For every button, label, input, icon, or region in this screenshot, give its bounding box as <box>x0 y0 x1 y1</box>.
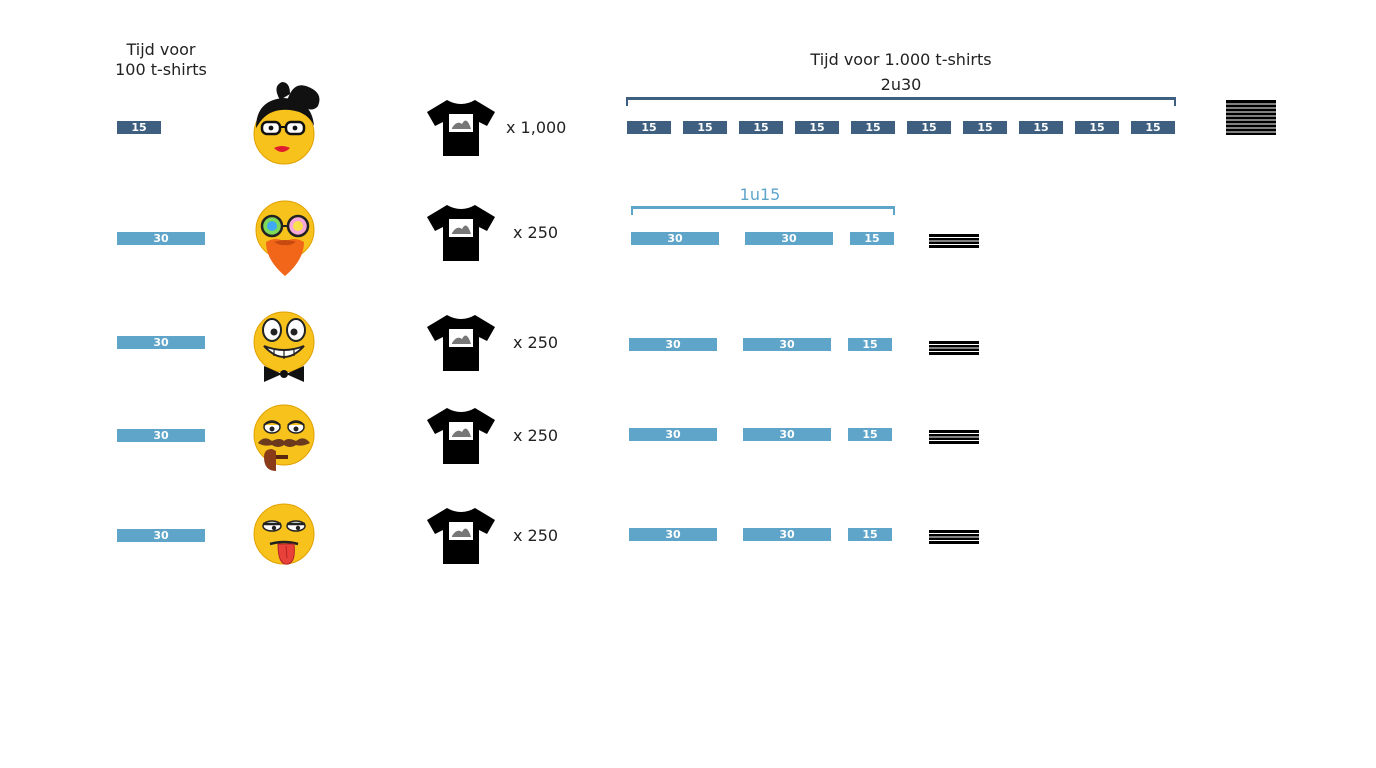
folded-shirts-stack-icon <box>929 530 979 544</box>
segment: 15 <box>848 528 892 541</box>
segment: 15 <box>848 428 892 441</box>
woman-glasses-bow-emoji-icon <box>253 82 320 165</box>
mustache-pipe-emoji-icon <box>253 404 315 471</box>
folded-shirts-stack-icon <box>929 341 979 355</box>
rainbow-glasses-beard-emoji-icon <box>255 200 315 276</box>
segment: 30 <box>743 338 831 351</box>
segment: 30 <box>743 528 831 541</box>
quantity-label: x 250 <box>513 426 559 445</box>
time-bar: 30 <box>117 529 205 542</box>
segment: 30 <box>629 528 717 541</box>
folded-shirts-stack-icon <box>1226 100 1276 135</box>
tshirt-icon <box>427 508 495 564</box>
tshirt-icon <box>427 205 495 261</box>
light-bracket <box>631 206 895 215</box>
segment: 15 <box>627 121 671 134</box>
dark-bracket <box>626 97 1176 106</box>
segment: 15 <box>739 121 783 134</box>
folded-shirts-stack-icon <box>929 430 979 444</box>
tshirt-icon <box>427 315 495 371</box>
segment: 15 <box>1075 121 1119 134</box>
segment: 15 <box>851 121 895 134</box>
time-bar: 15 <box>117 121 161 134</box>
quantity-label: x 1,000 <box>506 118 567 137</box>
folded-shirts-stack-icon <box>929 234 979 248</box>
header-right-total: 2u30 <box>880 75 922 94</box>
header-left: Tijd voor 100 t-shirts <box>101 40 221 80</box>
time-bar: 30 <box>117 336 205 349</box>
grinning-bowtie-emoji-icon <box>253 311 315 382</box>
quantity-label: x 250 <box>513 223 559 242</box>
segment: 15 <box>850 232 894 245</box>
segment: 30 <box>629 428 717 441</box>
segment: 15 <box>683 121 727 134</box>
segment: 15 <box>1131 121 1175 134</box>
quantity-label: x 250 <box>513 333 559 352</box>
segment: 15 <box>1019 121 1063 134</box>
time-bar: 30 <box>117 429 205 442</box>
tongue-out-emoji-icon <box>253 503 315 565</box>
tshirt-icon <box>427 100 495 156</box>
segment: 15 <box>795 121 839 134</box>
quantity-label: x 250 <box>513 526 559 545</box>
light-bracket-label: 1u15 <box>739 185 781 204</box>
segment: 15 <box>907 121 951 134</box>
segment: 30 <box>745 232 833 245</box>
header-right-title: Tijd voor 1.000 t-shirts <box>810 50 992 69</box>
segment: 30 <box>629 338 717 351</box>
time-bar: 30 <box>117 232 205 245</box>
tshirt-icon <box>427 408 495 464</box>
segment: 15 <box>848 338 892 351</box>
header-left-line1: Tijd voor <box>126 40 196 59</box>
segment: 30 <box>631 232 719 245</box>
header-left-line2: 100 t-shirts <box>115 60 207 79</box>
segment: 15 <box>963 121 1007 134</box>
segment: 30 <box>743 428 831 441</box>
